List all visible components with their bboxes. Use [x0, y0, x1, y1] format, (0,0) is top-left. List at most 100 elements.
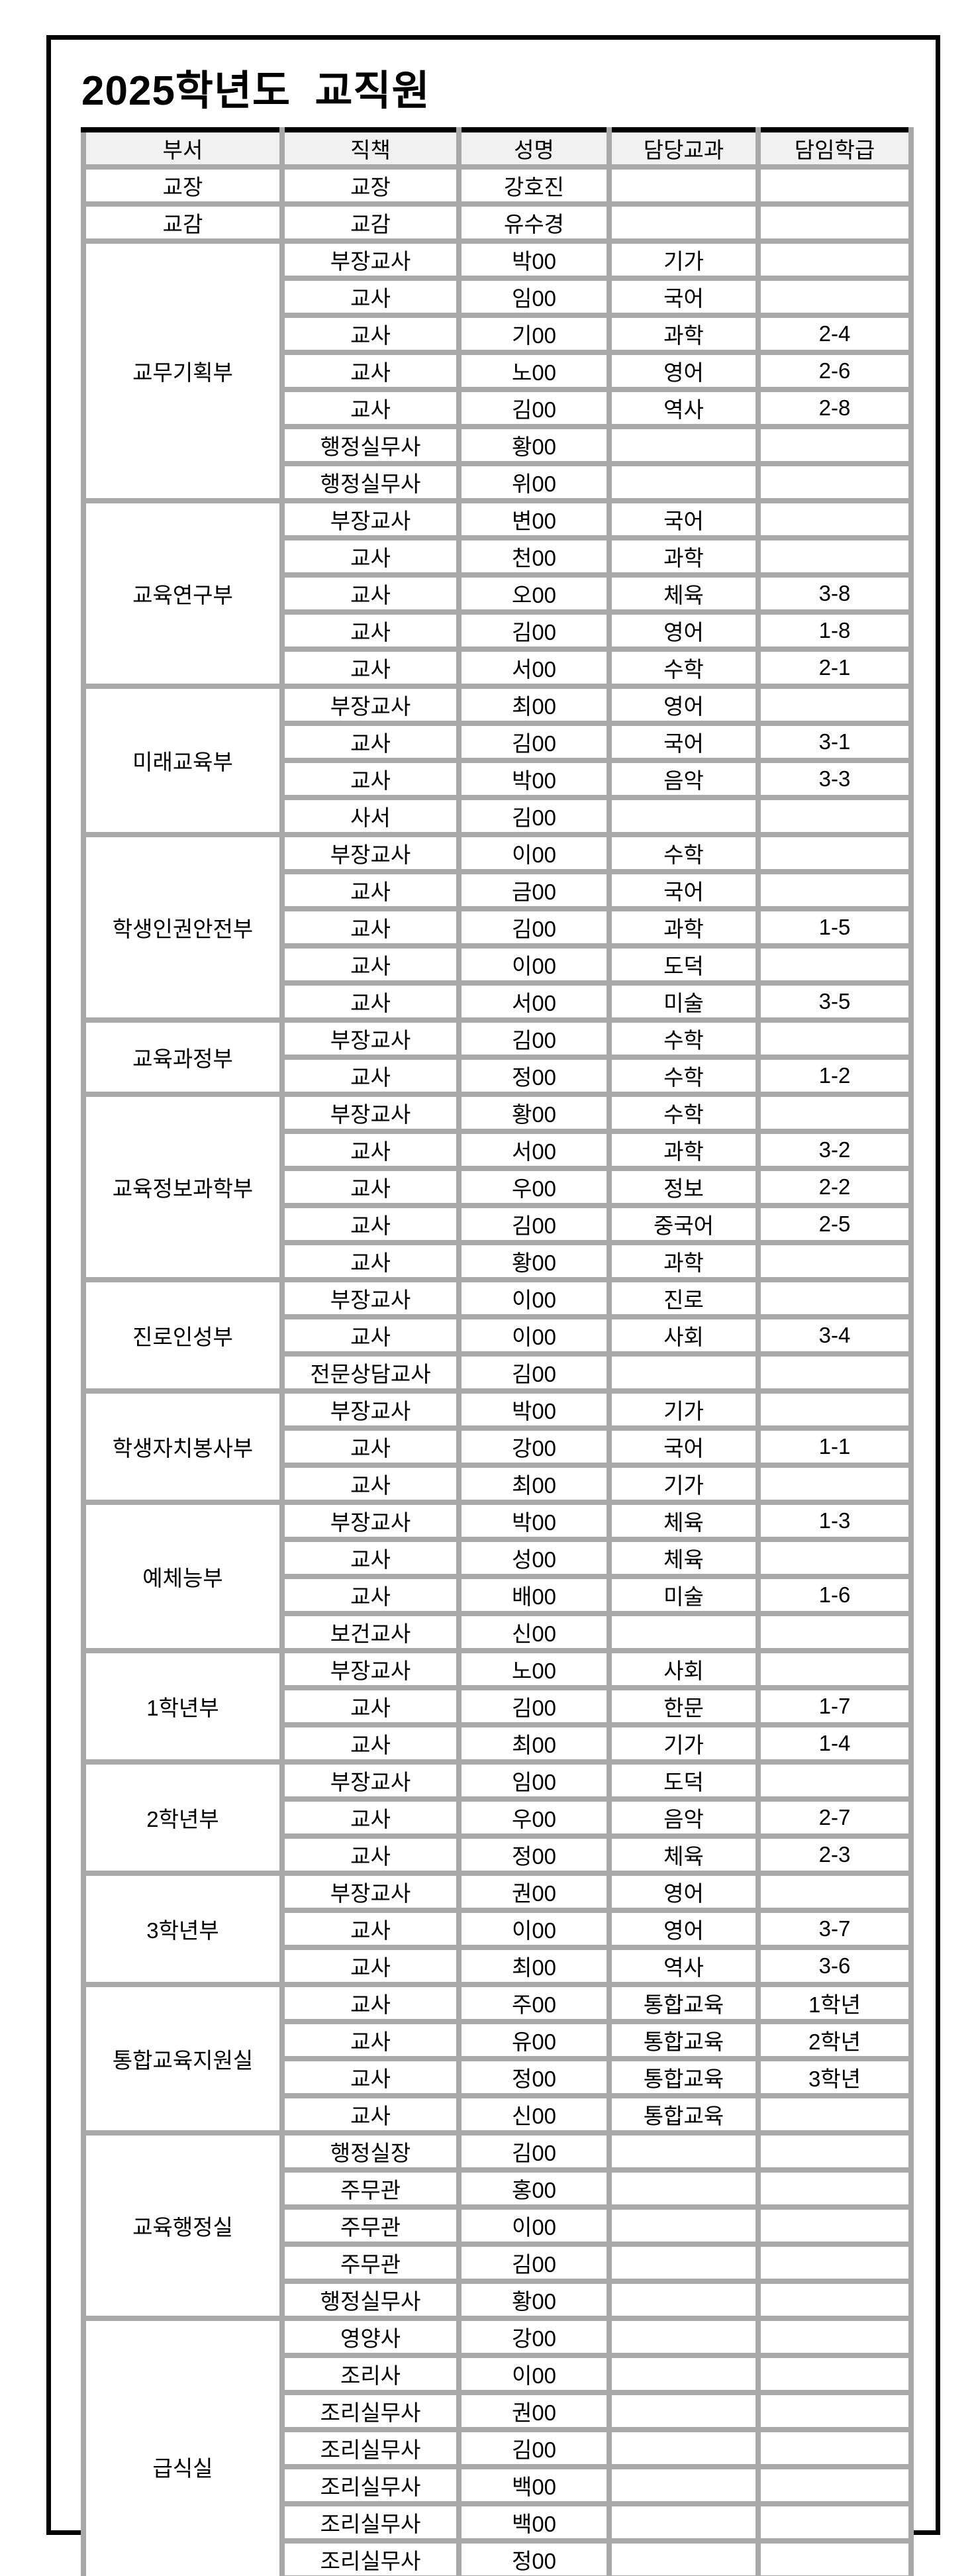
table-row: 교사 서00 과학 3-2 [83, 1129, 914, 1171]
table-row: 3학년부 부장교사 권00 영어 [81, 1871, 914, 1987]
name-cell: 김00 [456, 795, 612, 837]
table-row: 교육연구부 부장교사 변00 국어 [81, 498, 914, 689]
position-cell: 교사 [279, 646, 462, 689]
subject-cell: 영어 [607, 684, 761, 726]
position-cell: 부장교사 [279, 1277, 462, 1319]
position-cell: 영양사 [279, 2316, 462, 2358]
name-cell: 김00 [456, 2241, 612, 2284]
position-cell: 주무관 [279, 2167, 462, 2210]
table-row: 교사 유00 통합교육 2학년 [83, 2019, 914, 2061]
homeroom-cell [755, 2167, 914, 2210]
subject-cell [607, 201, 761, 244]
position-cell: 교장 [279, 164, 462, 207]
table-row: 교사 금00 국어 [83, 869, 914, 911]
col-header-name: 성명 [456, 127, 612, 170]
position-cell: 교사 [279, 1982, 462, 2024]
dept-cell: 3학년부 [81, 1871, 285, 1987]
subject-cell: 국어 [607, 276, 761, 318]
homeroom-cell: 3-3 [755, 758, 914, 800]
table-row: 교사 우00 정보 2-2 [83, 1166, 914, 1208]
dept-cell: 진로인성부 [81, 1277, 285, 1394]
table-row: 교육과정부 부장교사 김00 수학 [81, 1017, 914, 1097]
position-cell: 교사 [279, 943, 462, 986]
subject-cell: 통합교육 [607, 2093, 761, 2136]
table-row: 조리실무사 김00 [83, 2427, 914, 2469]
dept-cell: 학생자치봉사부 [81, 1388, 285, 1505]
subject-cell: 과학 [607, 1129, 761, 1171]
table-row: 교사 신00 통합교육 [83, 2093, 914, 2136]
dept-cell: 교육연구부 [81, 498, 285, 689]
table-row: 교무기획부 부장교사 박00 기가 [81, 238, 914, 503]
homeroom-cell [755, 1759, 914, 1802]
dept-cell: 학생인권안전부 [81, 832, 285, 1023]
table-row: 교사 강00 국어 1-1 [83, 1425, 914, 1468]
position-cell: 교사 [279, 1425, 462, 1468]
homeroom-cell [755, 2093, 914, 2136]
homeroom-cell: 3-5 [755, 980, 914, 1023]
homeroom-cell [755, 869, 914, 911]
name-cell: 주00 [456, 1982, 612, 2024]
staff-table: 부서 직책 성명 담당교과 담임학급 교장 교장 강호진 교감 교감 유수경 교무기획부 부장… [81, 127, 914, 2576]
table-row: 교사 우00 음악 2-7 [83, 1796, 914, 1839]
subject-cell [607, 795, 761, 837]
name-cell: 이00 [456, 2353, 612, 2395]
table-row: 조리실무사 백00 [83, 2464, 914, 2506]
table-row: 교사 최00 역사 3-6 [83, 1945, 914, 1987]
homeroom-cell: 1-4 [755, 1722, 914, 1765]
name-cell: 이00 [456, 1908, 612, 1950]
page-title: 2025학년도 교직원 [81, 68, 430, 114]
position-cell: 행정실무사 [279, 424, 462, 466]
table-row: 교사 배00 미술 1-6 [83, 1574, 914, 1616]
homeroom-cell [755, 1388, 914, 1431]
position-cell: 부장교사 [279, 1388, 462, 1431]
dept-cell: 미래교육부 [81, 684, 285, 837]
table-row: 교사 천00 과학 [83, 535, 914, 578]
subject-cell [607, 1351, 761, 1394]
name-cell: 김00 [456, 387, 612, 429]
table-row: 주무관 이00 [83, 2204, 914, 2247]
name-cell: 김00 [456, 2427, 612, 2469]
name-cell: 박00 [456, 238, 612, 281]
position-cell: 부장교사 [279, 1871, 462, 1913]
subject-cell: 과학 [607, 906, 761, 949]
subject-cell: 체육 [607, 1537, 761, 1579]
homeroom-cell: 3학년 [755, 2056, 914, 2098]
position-cell: 교사 [279, 1908, 462, 1950]
position-cell: 교사 [279, 609, 462, 652]
homeroom-cell [755, 684, 914, 726]
table-row: 교사 이00 영어 3-7 [83, 1908, 914, 1950]
subject-cell: 국어 [607, 721, 761, 763]
position-cell: 조리사 [279, 2353, 462, 2395]
homeroom-cell [755, 2427, 914, 2469]
subject-cell: 체육 [607, 572, 761, 615]
name-cell: 변00 [456, 498, 612, 541]
subject-cell [607, 2241, 761, 2284]
subject-cell: 수학 [607, 1017, 761, 1060]
name-cell: 성00 [456, 1537, 612, 1579]
table-row: 교사 정00 수학 1-2 [83, 1055, 914, 1097]
table-row: 교사 김00 한문 1-7 [83, 1685, 914, 1727]
name-cell: 배00 [456, 1574, 612, 1616]
name-cell: 기00 [456, 313, 612, 355]
subject-cell: 영어 [607, 1871, 761, 1913]
name-cell: 이00 [456, 1277, 612, 1319]
homeroom-cell: 2-8 [755, 387, 914, 429]
table-row: 주무관 김00 [83, 2241, 914, 2284]
name-cell: 박00 [456, 1500, 612, 1542]
table-row: 학생인권안전부 부장교사 이00 수학 [81, 832, 914, 1023]
position-cell: 교사 [279, 1055, 462, 1097]
table-row: 보건교사 신00 [83, 1611, 914, 1653]
subject-cell: 도덕 [607, 1759, 761, 1802]
position-cell: 교사 [279, 758, 462, 800]
table-row: 교사 박00 음악 3-3 [83, 758, 914, 800]
table-row: 조리실무사 정00 [83, 2538, 914, 2576]
table-row: 교사 서00 수학 2-1 [83, 646, 914, 689]
dept-cell: 교육과정부 [81, 1017, 285, 1097]
homeroom-cell [755, 1537, 914, 1579]
subject-cell: 도덕 [607, 943, 761, 986]
col-header-position: 직책 [279, 127, 462, 170]
name-cell: 금00 [456, 869, 612, 911]
name-cell: 권00 [456, 2390, 612, 2432]
subject-cell: 수학 [607, 1055, 761, 1097]
subject-cell: 과학 [607, 535, 761, 578]
